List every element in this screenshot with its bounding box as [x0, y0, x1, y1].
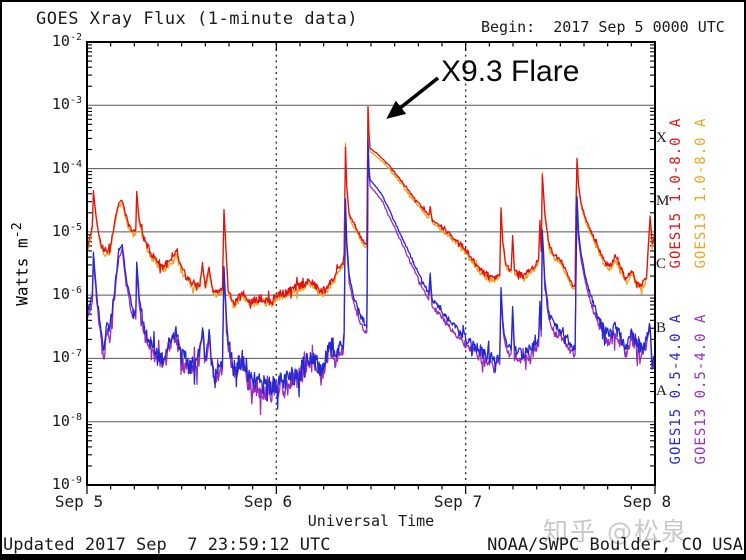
class-letter-m: M	[656, 193, 670, 209]
source-credit: NOAA/SWPC Boulder, CO USA	[487, 535, 743, 555]
class-letter-a: A	[656, 383, 667, 399]
flare-arrow	[386, 76, 440, 119]
ytick-1e-8: 10-8	[51, 412, 82, 430]
ytick-1e-4: 10-4	[51, 159, 82, 177]
flare-annotation-text: X9.3 Flare	[441, 55, 580, 88]
class-letter-b: B	[656, 320, 667, 336]
legend-goes13-long: GOES13 1.0-8.0 A	[693, 117, 709, 269]
xtick-sep6: Sep 6	[243, 492, 293, 511]
flux-curves	[86, 41, 656, 486]
xtick-sep8: Sep 8	[622, 492, 672, 511]
plot-grid-and-ticks	[86, 42, 656, 494]
chart-title: GOES Xray Flux (1-minute data)	[36, 9, 359, 29]
ytick-1e-6: 10-6	[51, 285, 82, 303]
class-letter-c: C	[656, 256, 667, 272]
ytick-1e-7: 10-7	[51, 348, 82, 366]
ytick-1e-9: 10-9	[51, 475, 82, 493]
bottom-black-bar	[0, 554, 746, 560]
ytick-1e-3: 10-3	[51, 95, 82, 113]
watermark: 知乎 @松泉	[543, 517, 688, 546]
legend-goes15-short: GOES15 0.5-4.0 A	[668, 313, 684, 465]
class-letter-x: X	[656, 130, 667, 146]
x-axis-title: Universal Time	[307, 512, 435, 530]
xtick-sep5: Sep 5	[54, 492, 104, 511]
legend-goes13-short: GOES13 0.5-4.0 A	[693, 313, 709, 465]
legend-goes15-long: GOES15 1.0-8.0 A	[668, 117, 684, 269]
ytick-1e-5: 10-5	[51, 222, 82, 240]
begin-timestamp: Begin: 2017 Sep 5 0000 UTC	[481, 18, 725, 36]
updated-timestamp: Updated 2017 Sep 7 23:59:12 UTC	[3, 535, 331, 555]
y-axis-title: Watts m-2	[10, 222, 32, 306]
xtick-sep7: Sep 7	[433, 492, 483, 511]
ytick-1e-2: 10-2	[51, 32, 82, 50]
